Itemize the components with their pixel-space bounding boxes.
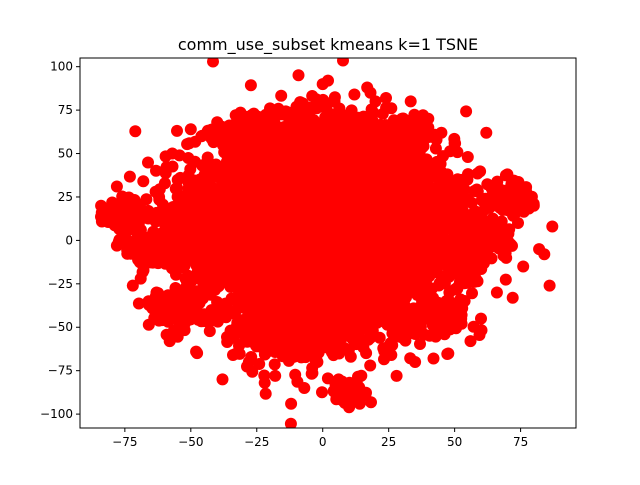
scatter-points	[95, 58, 559, 428]
scatter-point	[355, 151, 367, 164]
scatter-point	[401, 153, 414, 166]
scatter-point	[318, 212, 331, 225]
scatter-point	[277, 249, 290, 261]
scatter-point	[304, 157, 317, 170]
scatter-point	[189, 155, 201, 168]
scatter-point	[284, 417, 297, 428]
scatter-point	[171, 124, 183, 137]
scatter-point	[201, 151, 214, 164]
scatter-point	[337, 58, 349, 67]
scatter-point	[183, 137, 196, 150]
scatter-point	[129, 125, 142, 138]
scatter-point	[350, 169, 363, 182]
scatter-point	[284, 173, 297, 186]
scatter-point	[442, 347, 455, 360]
scatter-point	[292, 69, 305, 82]
scatter-point	[275, 89, 288, 102]
scatter-point	[259, 387, 272, 400]
chart-title: comm_use_subset kmeans k=1 TSNE	[178, 35, 478, 55]
scatter-point	[256, 164, 269, 177]
scatter-point	[383, 151, 396, 164]
scatter-point	[330, 217, 343, 230]
scatter-point	[304, 102, 317, 115]
scatter-point	[356, 186, 369, 198]
scatter-point	[319, 197, 332, 210]
scatter-point	[306, 90, 319, 102]
scatter-point	[227, 170, 240, 183]
scatter-point	[341, 116, 354, 129]
scatter-point	[361, 81, 374, 94]
scatter-point	[123, 170, 136, 183]
scatter-point	[466, 287, 478, 300]
scatter-point	[429, 142, 442, 155]
scatter-point	[334, 163, 347, 176]
scatter-point	[296, 245, 309, 258]
scatter-point	[132, 297, 145, 310]
scatter-point	[364, 248, 377, 261]
scatter-point	[277, 108, 290, 121]
scatter-point	[287, 187, 300, 200]
scatter-point	[278, 214, 291, 227]
scatter-point	[270, 164, 283, 177]
scatter-point	[352, 196, 365, 209]
scatter-point	[471, 167, 484, 180]
scatter-point	[291, 150, 304, 163]
scatter-point	[347, 231, 360, 244]
scatter-point	[299, 209, 312, 222]
scatter-point	[326, 147, 338, 160]
scatter-point	[346, 250, 359, 262]
scatter-point	[322, 234, 335, 247]
scatter-point	[328, 205, 341, 218]
scatter-point	[207, 58, 219, 68]
scatter-point	[237, 168, 250, 181]
scatter-point	[336, 131, 349, 144]
scatter-point	[336, 151, 349, 164]
scatter-point	[324, 252, 336, 264]
scatter-point	[150, 164, 162, 177]
scatter-point	[367, 179, 380, 192]
scatter-point	[246, 365, 259, 378]
scatter-point	[244, 79, 257, 92]
scatter-point	[499, 273, 512, 286]
scatter-point	[404, 95, 417, 108]
scatter-point	[311, 178, 324, 191]
scatter-point	[313, 128, 326, 141]
scatter-point	[301, 128, 313, 141]
